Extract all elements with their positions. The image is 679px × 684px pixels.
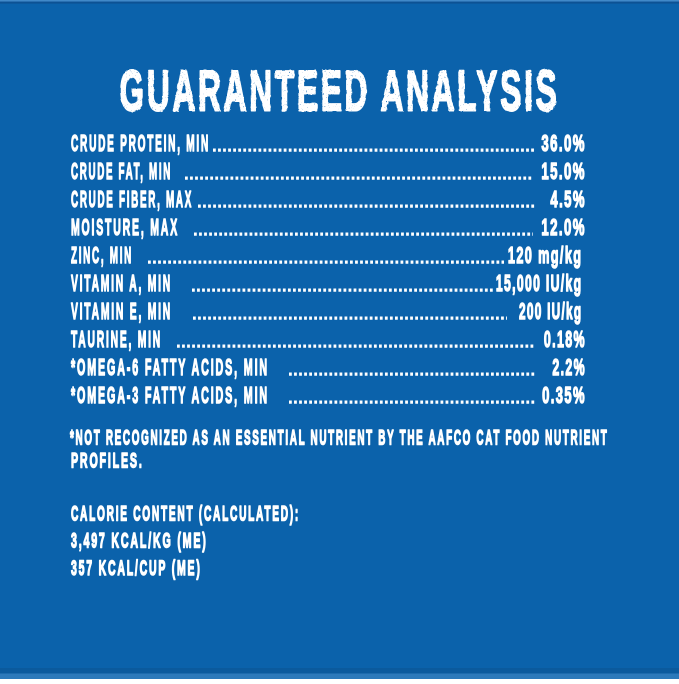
- svg-text:15,000 IU/kg: 15,000 IU/kg: [496, 270, 583, 296]
- svg-text:ZINC, MIN: ZINC, MIN: [71, 242, 133, 268]
- svg-text:CRUDE FAT, MIN: CRUDE FAT, MIN: [71, 158, 172, 184]
- svg-text:4.5%: 4.5%: [550, 186, 586, 212]
- svg-text:2.2%: 2.2%: [552, 354, 586, 380]
- svg-text:357 KCAL/CUP (ME): 357 KCAL/CUP (ME): [71, 556, 202, 580]
- svg-text:VITAMIN A, MIN: VITAMIN A, MIN: [71, 270, 172, 296]
- svg-text:TAURINE, MIN: TAURINE, MIN: [71, 326, 162, 352]
- svg-text:PROFILES.: PROFILES.: [71, 448, 144, 472]
- svg-text:0.35%: 0.35%: [542, 382, 586, 408]
- svg-text:MOISTURE, MAX: MOISTURE, MAX: [71, 214, 179, 240]
- svg-text:36.0%: 36.0%: [541, 130, 586, 156]
- svg-text:*OMEGA-3 FATTY ACIDS, MIN: *OMEGA-3 FATTY ACIDS, MIN: [71, 382, 269, 408]
- svg-text:15.0%: 15.0%: [541, 158, 586, 184]
- svg-text:VITAMIN E, MIN: VITAMIN E, MIN: [71, 298, 172, 324]
- svg-text:200 IU/kg: 200 IU/kg: [519, 298, 582, 324]
- svg-text:0.18%: 0.18%: [544, 326, 586, 352]
- svg-text:*NOT RECOGNIZED AS AN ESSENTIA: *NOT RECOGNIZED AS AN ESSENTIAL NUTRIENT…: [70, 425, 609, 449]
- svg-text:CRUDE PROTEIN, MIN: CRUDE PROTEIN, MIN: [71, 130, 210, 156]
- svg-text:3,497 KCAL/KG (ME): 3,497 KCAL/KG (ME): [71, 529, 208, 553]
- svg-text:12.0%: 12.0%: [541, 214, 586, 240]
- svg-text:*OMEGA-6 FATTY ACIDS, MIN: *OMEGA-6 FATTY ACIDS, MIN: [71, 354, 269, 380]
- svg-text:CALORIE CONTENT (CALCULATED):: CALORIE CONTENT (CALCULATED):: [71, 502, 300, 526]
- svg-text:CRUDE FIBER, MAX: CRUDE FIBER, MAX: [71, 186, 193, 212]
- svg-text:120 mg/kg: 120 mg/kg: [508, 242, 583, 268]
- svg-text:GUARANTEED ANALYSIS: GUARANTEED ANALYSIS: [120, 59, 560, 123]
